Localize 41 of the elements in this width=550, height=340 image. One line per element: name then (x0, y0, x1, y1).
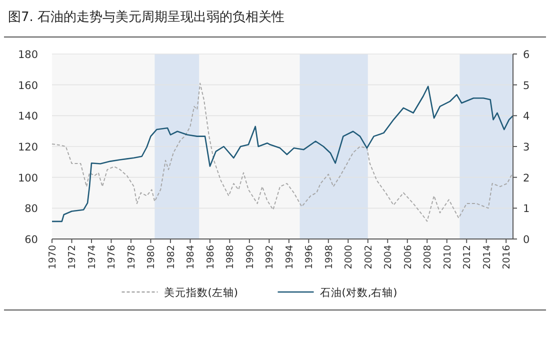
x-tick-label: 2004 (383, 245, 394, 270)
y-tick-label: 160 (18, 80, 38, 92)
x-tick-label: 1988 (225, 245, 236, 270)
x-tick-label: 2002 (363, 245, 374, 270)
chart-title: 图7. 石油的走势与美元周期呈现出弱的负相关性 (8, 9, 285, 25)
y2-tick-label: 6 (523, 49, 530, 61)
x-tick-label: 1974 (86, 245, 98, 270)
x-tick-label: 2016 (502, 245, 513, 270)
y2-tick-label: 1 (523, 203, 530, 216)
y2-tick-label: 5 (523, 80, 530, 92)
x-tick-label: 1994 (284, 245, 296, 270)
x-tick-label: 1984 (186, 245, 197, 270)
x-tick-label: 1972 (67, 245, 78, 270)
legend-label: 美元指数(左轴) (164, 286, 238, 299)
x-tick-label: 1986 (205, 245, 216, 270)
y-tick-label: 80 (24, 203, 38, 216)
x-tick-label: 1982 (166, 245, 177, 270)
x-tick-label: 2008 (422, 245, 434, 270)
y2-tick-label: 3 (523, 142, 530, 154)
x-tick-label: 1976 (106, 245, 118, 270)
x-tick-label: 2012 (462, 245, 474, 270)
x-tick-label: 1998 (324, 245, 335, 270)
x-tick-label: 1978 (126, 245, 138, 270)
x-tick-label: 2010 (442, 245, 454, 270)
y-tick-label: 120 (18, 142, 38, 154)
legend-label: 石油(对数,右轴) (320, 286, 398, 299)
y2-tick-label: 2 (523, 172, 530, 184)
x-tick-label: 2014 (482, 245, 493, 270)
y-tick-label: 60 (24, 234, 38, 246)
x-tick-label: 2006 (402, 245, 414, 270)
y2-tick-label: 4 (523, 110, 530, 123)
y-tick-label: 180 (18, 49, 38, 61)
y2-tick-label: 0 (523, 234, 530, 246)
x-tick-label: 1990 (244, 245, 256, 270)
y-tick-label: 100 (18, 172, 38, 184)
y-tick-label: 140 (18, 110, 38, 123)
x-tick-label: 1980 (146, 245, 158, 270)
x-tick-label: 1970 (48, 245, 58, 270)
x-tick-label: 1996 (304, 245, 316, 270)
x-tick-label: 1992 (264, 245, 276, 270)
x-tick-label: 2000 (344, 245, 355, 270)
